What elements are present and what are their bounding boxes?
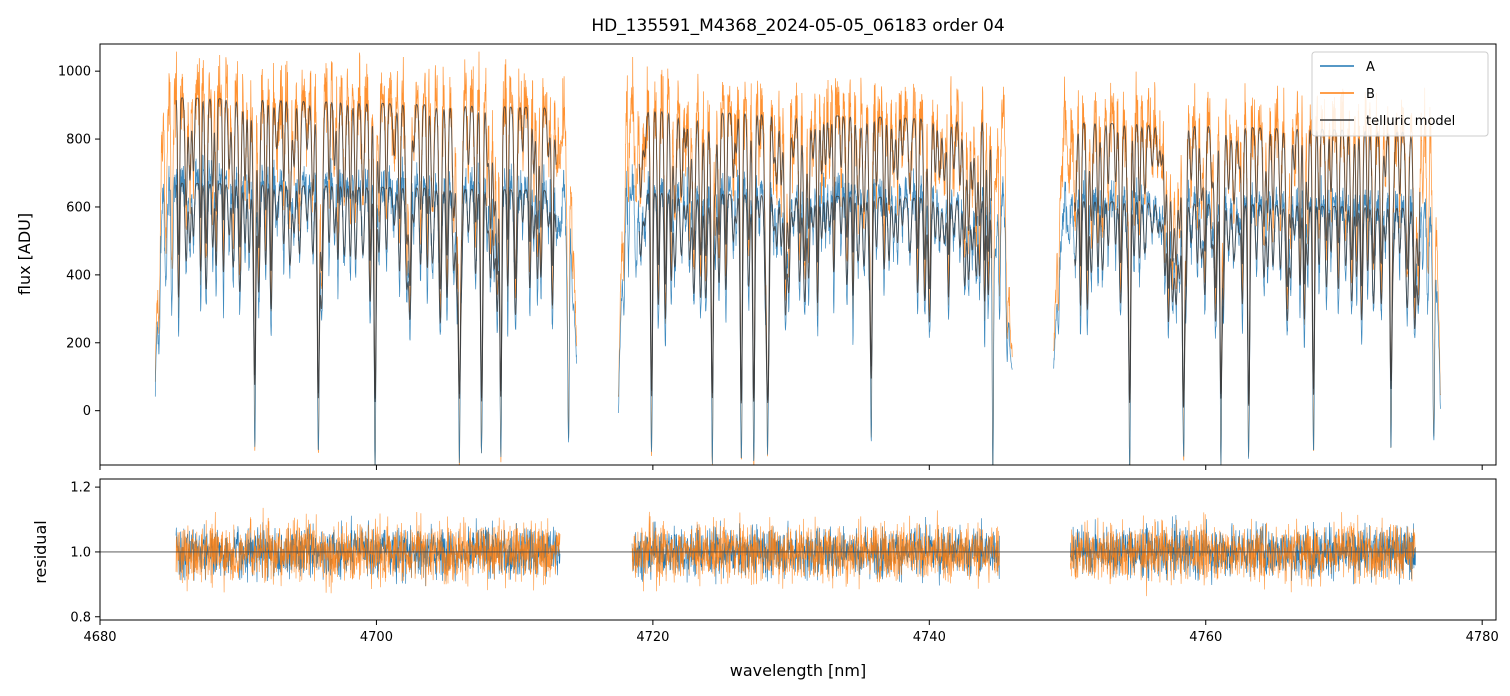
- residual-x-tick-label: 4720: [636, 630, 669, 645]
- chart-title: HD_135591_M4368_2024-05-05_06183 order 0…: [591, 16, 1004, 36]
- residual-y-tick-label: 1.2: [70, 481, 91, 496]
- spectrum-x-ticks: [99, 465, 1483, 470]
- legend-label-b: B: [1366, 87, 1375, 102]
- residual-y-ticks: 0.8 1.0 1.2: [70, 481, 100, 625]
- spectrum-y-tick-label: 400: [66, 268, 91, 283]
- legend-label-a: A: [1366, 60, 1375, 75]
- legend-frame: [1311, 51, 1489, 137]
- spectrum-y-tick-label: 600: [66, 200, 91, 215]
- residual-axes-frame: [99, 478, 1497, 621]
- residual-x-tick-label: 4780: [1466, 630, 1499, 645]
- residual-x-tick-label: 4760: [1189, 630, 1222, 645]
- series-a-line: [617, 164, 1013, 465]
- telluric-model-line-b: [175, 97, 557, 399]
- spectrum-y-tick-label: 800: [66, 133, 91, 148]
- residual-panel: 0.8 1.0 1.2 4680 4700 4720 4740 4760 4780 resid…: [31, 478, 1499, 680]
- residual-x-ticks: 4680 4700 4720 4740 4760 4780: [83, 620, 1499, 645]
- residual-y-tick-label: 0.8: [70, 610, 91, 625]
- legend: A B telluric model: [1311, 51, 1489, 137]
- residual-y-tick-label: 1.0: [70, 545, 91, 560]
- residual-series-b-line: [1070, 512, 1416, 597]
- spectrum-y-tick-label: 200: [66, 336, 91, 351]
- residual-x-tick-label: 4700: [360, 630, 393, 645]
- spectrum-panel: 0 200 400 600 800 1000 flux [ADU] A B telluri…: [15, 43, 1497, 470]
- spectrum-y-tick-label: 0: [83, 404, 91, 419]
- spectrum-plot-area: [154, 51, 1441, 465]
- residual-y-label: residual: [31, 520, 50, 583]
- residual-plot-area: [100, 507, 1496, 597]
- spectrum-axes-frame: [99, 43, 1497, 466]
- telluric-model-line-a: [1074, 200, 1421, 408]
- residual-x-tick-label: 4680: [83, 630, 116, 645]
- spectrum-y-tick-label: 1000: [58, 65, 91, 80]
- residual-x-tick-label: 4740: [913, 630, 946, 645]
- residual-x-label: wavelength [nm]: [730, 661, 867, 680]
- legend-label-telluric: telluric model: [1366, 114, 1455, 129]
- residual-series-b-line: [631, 510, 1000, 592]
- spectrum-y-label: flux [ADU]: [15, 213, 34, 295]
- telluric-model-line-b: [638, 111, 992, 401]
- telluric-model-line-a: [638, 192, 992, 404]
- telluric-model-line-a: [175, 182, 557, 403]
- spectrum-y-ticks: 0 200 400 600 800 1000: [58, 65, 100, 419]
